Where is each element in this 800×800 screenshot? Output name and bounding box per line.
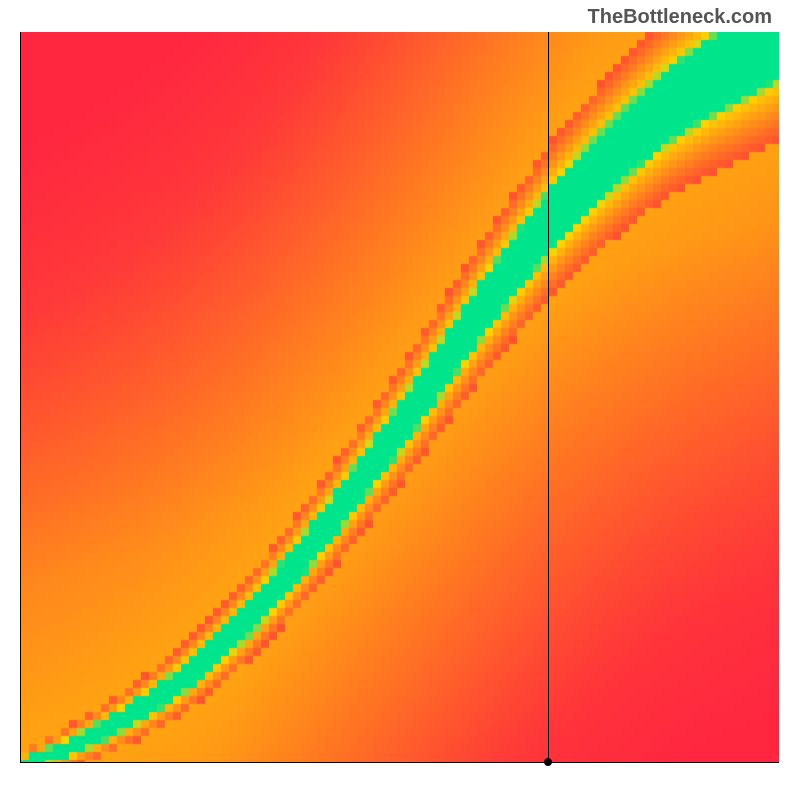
chart-container: TheBottleneck.com <box>0 0 800 800</box>
marker-vertical-line <box>548 32 549 762</box>
heatmap-canvas <box>21 32 779 762</box>
watermark-text: TheBottleneck.com <box>588 6 772 29</box>
plot-area <box>20 32 779 763</box>
marker-dot <box>544 758 552 766</box>
